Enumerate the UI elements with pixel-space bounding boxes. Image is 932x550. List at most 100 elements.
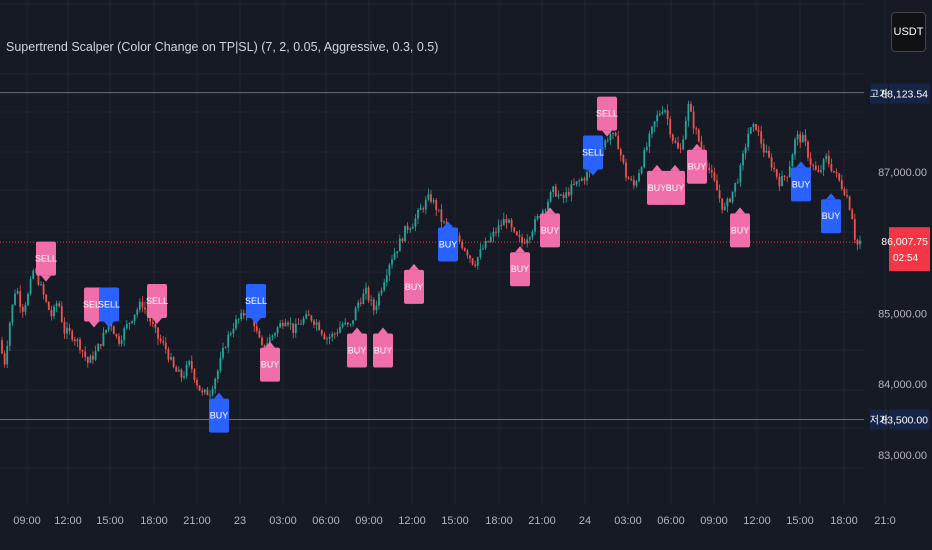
candle-body bbox=[346, 322, 349, 325]
candle-body bbox=[378, 293, 380, 306]
candle-body bbox=[479, 249, 482, 258]
price-axis[interactable]: 87,000.00 85,000.00 84,000.00 83,000.00 bbox=[878, 167, 927, 462]
candle-body bbox=[716, 180, 718, 191]
candle-body bbox=[440, 209, 443, 222]
candle-body bbox=[443, 221, 445, 223]
marker-box bbox=[647, 170, 667, 205]
candle-body bbox=[14, 293, 16, 305]
marker-label: SELL bbox=[596, 109, 618, 119]
candle-body bbox=[471, 258, 474, 265]
y-tick-label: 84,000.00 bbox=[878, 379, 927, 391]
candle-body bbox=[123, 328, 126, 341]
marker-label: BUY bbox=[541, 225, 560, 235]
candle-body bbox=[292, 323, 295, 333]
candle-body bbox=[526, 239, 529, 244]
candle-body bbox=[835, 172, 838, 174]
candle-body bbox=[640, 167, 643, 174]
marker-label: BUY bbox=[666, 183, 685, 193]
candle-body bbox=[198, 385, 201, 391]
candle-body bbox=[154, 323, 157, 328]
candle-body bbox=[398, 238, 401, 252]
candle-body bbox=[219, 357, 222, 371]
candle-body bbox=[632, 179, 635, 186]
candle-body bbox=[94, 351, 97, 360]
candle-body bbox=[528, 237, 531, 240]
marker-pointer bbox=[352, 327, 362, 334]
marker-pointer bbox=[41, 275, 51, 282]
candle-body bbox=[778, 176, 781, 187]
candle-body bbox=[11, 304, 14, 323]
candle-body bbox=[718, 190, 721, 199]
marker-pointer bbox=[796, 161, 806, 168]
candle-body bbox=[755, 124, 757, 130]
candle-body bbox=[692, 111, 695, 129]
candle-body bbox=[627, 177, 630, 180]
candle-body bbox=[645, 146, 648, 151]
candle-body bbox=[263, 344, 266, 348]
signal-marker-sell: SELL bbox=[582, 135, 604, 176]
candle-body bbox=[255, 326, 258, 331]
candle-body bbox=[310, 315, 313, 321]
marker-label: BUY bbox=[348, 346, 367, 356]
candle-body bbox=[773, 167, 776, 170]
candle-body bbox=[804, 134, 807, 142]
candle-body bbox=[437, 209, 440, 211]
marker-box bbox=[821, 199, 841, 234]
candle-body bbox=[144, 307, 146, 310]
candle-body bbox=[172, 357, 175, 368]
candle-body bbox=[575, 181, 578, 185]
time-axis[interactable]: 09:00 12:00 15:00 18:00 21:00 23 03:00 06:00 09:… bbox=[13, 515, 895, 527]
price-tag-label-box bbox=[870, 83, 888, 104]
candle-body bbox=[513, 227, 516, 232]
candle-body bbox=[242, 313, 245, 316]
candle-body bbox=[518, 235, 521, 237]
candle-body bbox=[380, 290, 383, 294]
candle-body bbox=[115, 334, 118, 337]
candle-body bbox=[812, 164, 815, 166]
marker-box bbox=[597, 96, 617, 131]
candle-body bbox=[47, 301, 50, 310]
candle-body bbox=[196, 379, 198, 386]
chart-grid bbox=[0, 0, 886, 505]
candle-body bbox=[279, 323, 282, 328]
candle-body bbox=[679, 148, 682, 150]
candle-body bbox=[614, 132, 617, 136]
candle-body bbox=[653, 121, 656, 127]
candle-body bbox=[838, 173, 841, 181]
candle-body bbox=[788, 166, 791, 177]
candle-body bbox=[232, 328, 235, 334]
marker-box bbox=[209, 398, 229, 433]
candle-body bbox=[664, 110, 666, 112]
candle-body bbox=[796, 134, 799, 140]
candle-body bbox=[775, 169, 778, 177]
indicator-title[interactable]: Supertrend Scalper (Color Change on TP|S… bbox=[6, 40, 439, 54]
candle-body bbox=[760, 131, 763, 144]
candle-body bbox=[297, 323, 300, 325]
marker-box bbox=[246, 284, 266, 319]
candle-body bbox=[492, 231, 495, 237]
candle-body bbox=[92, 355, 94, 360]
signal-marker-buy: BUY bbox=[821, 193, 841, 234]
candle-body bbox=[281, 323, 284, 327]
candle-body bbox=[856, 239, 859, 245]
marker-label: BUY bbox=[822, 211, 841, 221]
candle-body bbox=[422, 208, 425, 210]
signal-marker-buy: BUY bbox=[438, 221, 458, 262]
candle-body bbox=[791, 154, 794, 167]
candle-body bbox=[6, 346, 9, 365]
candle-body bbox=[515, 231, 518, 236]
currency-button[interactable]: USDT bbox=[891, 12, 926, 52]
candle-body bbox=[362, 293, 365, 304]
candle-body bbox=[367, 287, 370, 301]
candle-body bbox=[495, 231, 497, 233]
candle-body bbox=[112, 326, 115, 335]
candle-body bbox=[424, 199, 427, 210]
price-tag-value-box bbox=[889, 409, 930, 430]
candle-body bbox=[201, 390, 204, 393]
candle-body bbox=[757, 129, 760, 132]
candle-body bbox=[79, 339, 81, 351]
candle-body bbox=[671, 134, 674, 141]
candle-body bbox=[853, 219, 856, 240]
